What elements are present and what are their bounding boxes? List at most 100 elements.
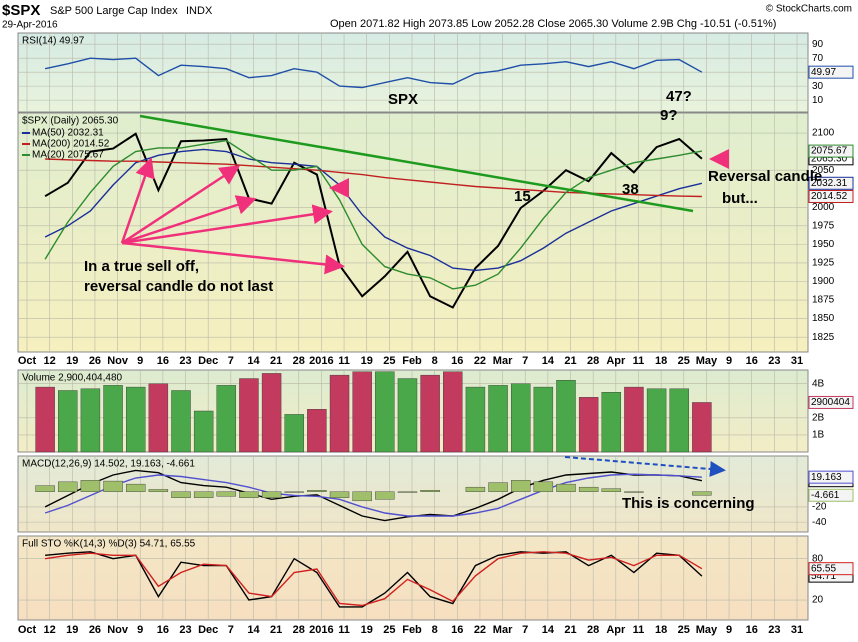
arrow bbox=[564, 456, 726, 477]
quote: Open 2071.82 High 2073.85 Low 2052.28 Cl… bbox=[330, 18, 776, 30]
bar bbox=[329, 491, 350, 499]
y-tick-label: 1925 bbox=[812, 258, 835, 269]
bar bbox=[284, 491, 304, 493]
x-tick-label: Apr bbox=[606, 624, 626, 636]
annotation: reversal candle do not last bbox=[84, 278, 273, 295]
x-tick-label: 19 bbox=[66, 624, 78, 636]
value-box bbox=[808, 144, 854, 158]
date: 29-Apr-2016 bbox=[2, 20, 58, 31]
panel-legend: Full STO %K(14,3) %D(3) 54.71, 65.55 bbox=[22, 539, 196, 550]
value-box bbox=[808, 488, 854, 502]
x-tick-label: 22 bbox=[474, 355, 486, 367]
bar bbox=[375, 491, 395, 500]
bar bbox=[510, 480, 531, 492]
y-tick-label: 30 bbox=[812, 81, 824, 92]
x-tick-label: 25 bbox=[383, 355, 395, 367]
series-line bbox=[45, 551, 703, 608]
bar bbox=[103, 480, 123, 492]
value-box-label: 49.97 bbox=[811, 67, 836, 78]
x-tick-label: 11 bbox=[633, 355, 645, 367]
bar bbox=[216, 385, 237, 453]
x-tick-label: 2016 bbox=[309, 355, 333, 367]
panel-legend: $SPX (Daily) 2065.30 bbox=[22, 116, 119, 127]
bar bbox=[307, 409, 327, 453]
series-line bbox=[44, 57, 703, 89]
y-tick-label: 1950 bbox=[812, 239, 835, 250]
bar bbox=[533, 481, 554, 492]
value-box bbox=[808, 470, 854, 484]
x-tick-label: 28 bbox=[293, 355, 305, 367]
annotation: SPX bbox=[388, 91, 418, 108]
x-tick-label: 23 bbox=[768, 624, 780, 636]
series-line bbox=[44, 473, 702, 517]
x-tick-label: 11 bbox=[633, 624, 645, 636]
x-tick-label: 28 bbox=[587, 355, 599, 367]
bar bbox=[488, 482, 508, 492]
bar bbox=[443, 371, 463, 453]
arrow bbox=[121, 204, 333, 245]
y-tick-label: 1825 bbox=[812, 332, 835, 343]
x-tick-label: May bbox=[696, 355, 718, 367]
value-box-label: 2032.31 bbox=[811, 178, 848, 189]
legend-label: MA(20) 2075.67 bbox=[32, 150, 104, 161]
arrow bbox=[121, 195, 257, 245]
x-tick-label: Nov bbox=[107, 355, 129, 367]
bar bbox=[465, 486, 486, 492]
value-box bbox=[808, 65, 854, 79]
legend-label: MA(200) 2014.52 bbox=[32, 139, 110, 150]
bar bbox=[284, 414, 304, 453]
value-box bbox=[808, 395, 854, 409]
panel-legend: MACD(12,26,9) 14.502, 19.163, -4.661 bbox=[22, 459, 195, 470]
x-tick-label: 16 bbox=[746, 355, 758, 367]
bar bbox=[578, 397, 599, 453]
y-tick-label: 20 bbox=[812, 595, 824, 606]
x-tick-label: 8 bbox=[432, 624, 438, 636]
x-tick-label: 21 bbox=[270, 355, 282, 367]
x-tick-label: 14 bbox=[247, 624, 260, 636]
x-tick-label: 7 bbox=[228, 355, 234, 367]
index-name: S&P 500 Large Cap Index bbox=[50, 5, 178, 17]
x-tick-label: 14 bbox=[247, 355, 260, 367]
x-tick-label: 25 bbox=[383, 624, 395, 636]
x-tick-label: 25 bbox=[678, 624, 690, 636]
bar bbox=[556, 380, 576, 453]
bar bbox=[692, 402, 712, 453]
bar bbox=[80, 388, 101, 453]
annotation: 15 bbox=[514, 188, 531, 205]
x-tick-label: Feb bbox=[402, 624, 422, 636]
panel-legend: Volume 2,900,404,480 bbox=[22, 373, 123, 384]
annotation: 38 bbox=[622, 181, 639, 198]
x-tick-label: 16 bbox=[157, 624, 169, 636]
y-tick-label: -20 bbox=[812, 502, 827, 513]
bar bbox=[669, 388, 689, 453]
annotation: but... bbox=[722, 190, 758, 207]
annotation: 9? bbox=[660, 107, 678, 124]
panels: Oct 12 19 26 Nov 9 16 23 Dec 7 14 21 28 2016 11 19 25 Feb… bbox=[17, 32, 854, 636]
bar bbox=[352, 491, 372, 502]
exchange: INDX bbox=[186, 5, 213, 17]
x-tick-label: May bbox=[696, 624, 718, 636]
x-tick-label: 7 bbox=[522, 624, 528, 636]
x-tick-label: Nov bbox=[107, 624, 129, 636]
x-tick-label: 18 bbox=[655, 624, 667, 636]
x-tick-label: 7 bbox=[228, 624, 234, 636]
bar bbox=[239, 491, 259, 499]
y-tick-label: 1B bbox=[812, 430, 825, 441]
x-tick-label: 12 bbox=[44, 355, 56, 367]
x-tick-label: 9 bbox=[726, 624, 732, 636]
value-box-label: 54.71 bbox=[811, 571, 836, 582]
y-tick-label: 1850 bbox=[812, 313, 835, 324]
bar bbox=[692, 491, 712, 496]
bar bbox=[465, 386, 486, 453]
panel bbox=[17, 32, 809, 113]
value-box-label: 2075.67 bbox=[811, 146, 848, 157]
y-tick-label: 1975 bbox=[812, 220, 835, 231]
bar bbox=[624, 491, 644, 493]
value-box-label: 2900404 bbox=[811, 397, 850, 408]
x-tick-label: 9 bbox=[137, 355, 143, 367]
bar bbox=[261, 373, 282, 453]
bar bbox=[510, 383, 531, 453]
arrow bbox=[121, 165, 241, 245]
y-tick-label: -40 bbox=[812, 517, 827, 528]
bar bbox=[216, 491, 237, 497]
